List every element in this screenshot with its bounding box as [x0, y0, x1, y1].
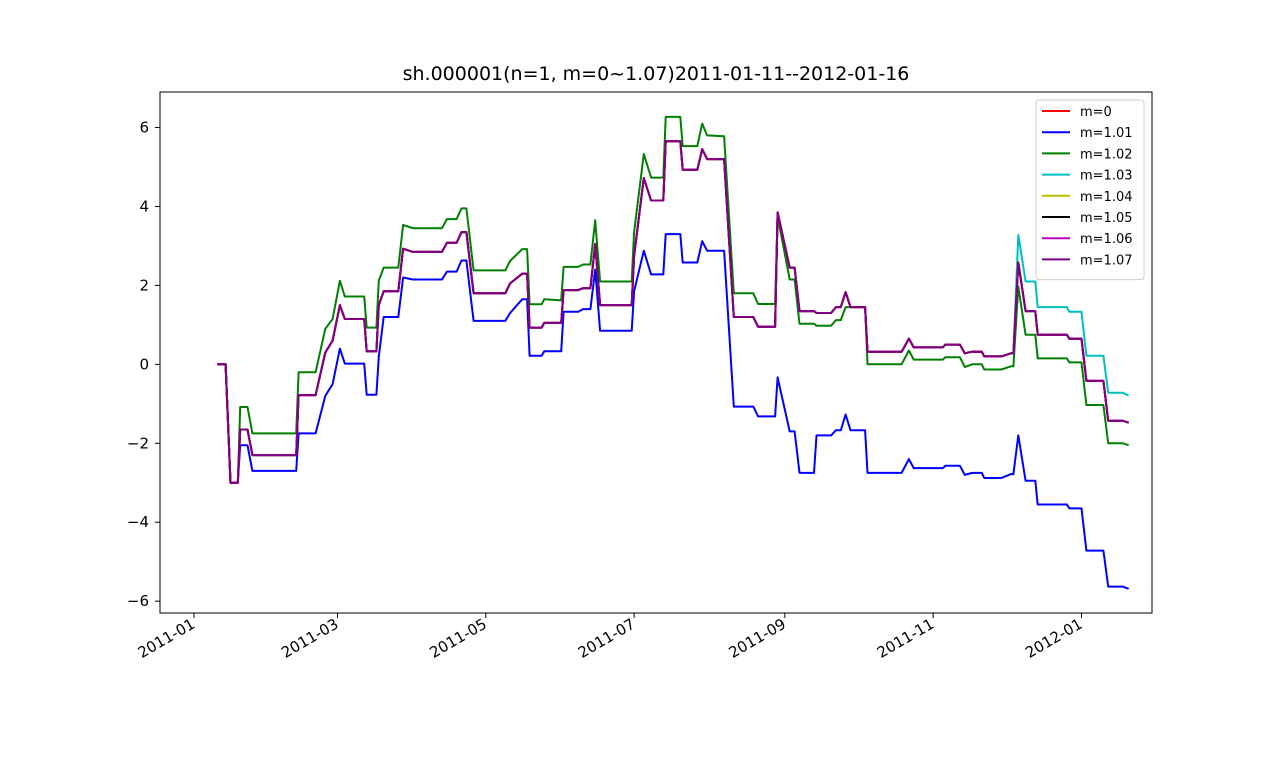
- y-tick-label: −2: [127, 434, 149, 452]
- legend-label: m=1.05: [1080, 211, 1133, 226]
- y-tick-label: 0: [139, 355, 149, 373]
- legend-label: m=1.03: [1080, 169, 1133, 184]
- legend-label: m=1.01: [1080, 126, 1133, 141]
- series-line-4: [1012, 233, 1130, 397]
- series-line-8: [217, 140, 1129, 484]
- series-line-2: [217, 233, 1129, 590]
- legend-label: m=1.04: [1080, 190, 1133, 205]
- legend-label: m=1.06: [1080, 232, 1133, 247]
- y-tick-label: 6: [139, 119, 149, 137]
- series-line-3: [217, 115, 1129, 484]
- legend-label: m=1.02: [1080, 147, 1133, 162]
- y-tick-label: −6: [127, 592, 149, 610]
- legend-label: m=0: [1080, 105, 1112, 120]
- legend-label: m=1.07: [1080, 253, 1133, 268]
- series-layer: [217, 115, 1130, 590]
- y-tick-label: 4: [139, 197, 149, 215]
- plot-frame: [159, 91, 1153, 614]
- legend: m=0 m=1.01 m=1.02 m=1.03 m=1.04 m=1.05 m=1.06 m…: [1035, 99, 1145, 281]
- y-axis: 6 4 2 0 −2 −4 −6: [127, 119, 160, 610]
- chart-title: sh.000001(n=1, m=0~1.07)2011-01-11--2012…: [403, 63, 910, 85]
- legend-box: [1035, 99, 1145, 281]
- y-tick-label: −4: [127, 513, 149, 531]
- y-tick-label: 2: [139, 276, 149, 294]
